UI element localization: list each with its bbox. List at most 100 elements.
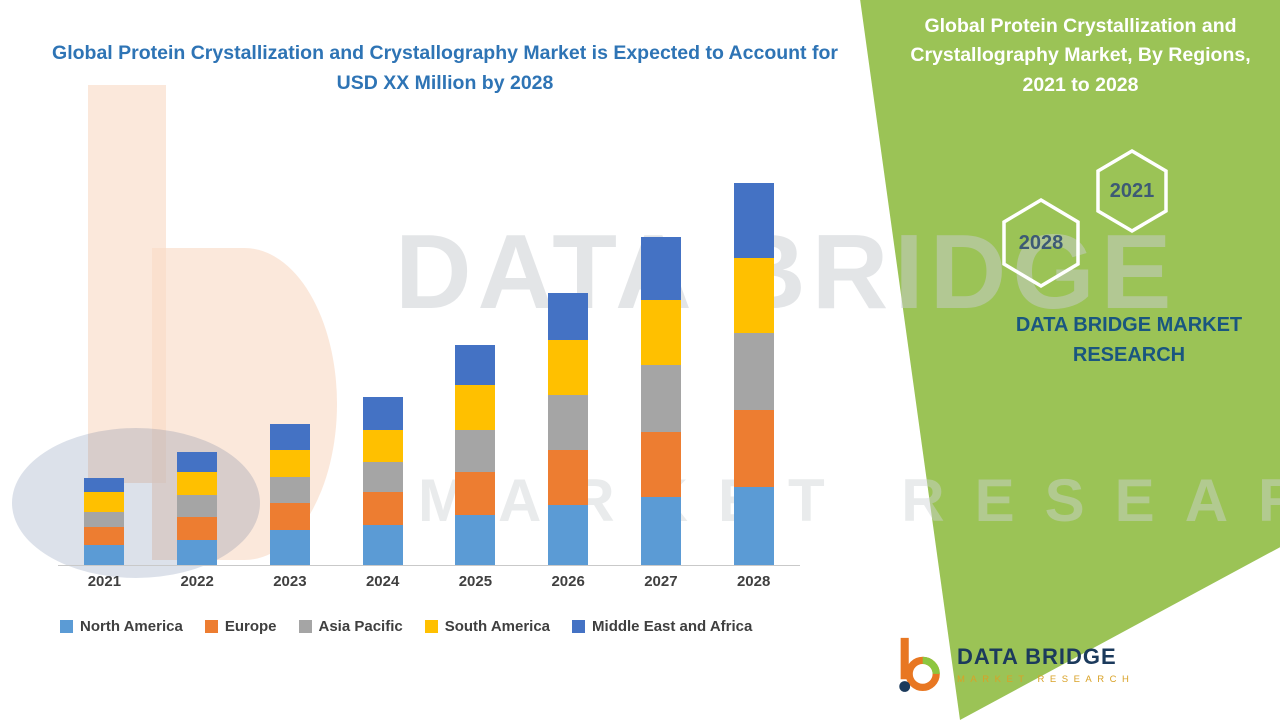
bar-segment-asia-pacific [548,395,589,450]
panel-title: Global Protein Crystallization and Cryst… [910,15,1251,96]
legend-item-asia-pacific: Asia Pacific [298,618,403,635]
bar-segment-middle-east-and-africa [269,424,310,450]
bar-segment-asia-pacific [362,462,403,492]
bar-segment-europe [269,503,310,530]
legend-swatch-icon [424,620,438,633]
bar-segment-europe [84,527,125,545]
bar-stack-2021 [84,478,125,565]
legend-swatch-icon [204,620,218,633]
bar-stack-2028 [733,183,774,565]
bar-segment-north-america [733,487,774,565]
bar-segment-europe [640,432,681,497]
chart-title: Global Protein Crystallization and Cryst… [52,42,838,95]
bar-column-2027 [615,237,708,565]
x-axis-label-2023: 2023 [273,573,307,590]
bar-stack-2024 [362,397,403,565]
bar-column-2025 [429,345,522,565]
bar-segment-north-america [362,525,403,565]
bar-segment-asia-pacific [455,430,496,472]
bar-segment-south-america [269,450,310,477]
legend-label: Middle East and Africa [592,618,753,635]
bar-segment-europe [455,472,496,515]
x-axis-label-2025: 2025 [458,573,493,590]
bar-segment-south-america [84,492,125,512]
logo-text-block: DATA BRIDGE MARKET RESEARCH [957,644,1134,685]
x-axis-label-2021: 2021 [87,573,122,590]
chart-legend: North America Europe Asia Pacific South Ame… [60,618,840,635]
bar-segment-middle-east-and-africa [733,183,774,258]
hexagon-badge-2028: 2028 [999,197,1083,289]
legend-swatch-icon [60,620,73,633]
legend-swatch-icon [298,620,312,633]
watermark-text-brand: DATA BRIDGE [395,213,1178,331]
brand-caption: DATA BRIDGE MARKET RESEARCH [1015,314,1243,366]
bar-segment-south-america [640,300,681,365]
hexagon-badge-2021: 2021 [1093,148,1171,234]
legend-swatch-icon [572,620,586,633]
bar-segment-asia-pacific [84,512,125,527]
logo-brand-text: DATA BRIDGE [957,643,1117,669]
bar-segment-south-america [733,258,774,333]
bar-stack-2025 [455,345,496,565]
bar-segment-north-america [548,505,589,565]
bar-segment-europe [362,492,403,525]
bar-column-2028 [707,183,800,565]
bar-segment-south-america [362,430,403,462]
legend-label: North America [80,618,183,635]
legend-item-europe: Europe [204,618,277,635]
bar-segment-europe [548,450,589,505]
bar-segment-europe [177,517,218,540]
bar-stack-2026 [548,293,589,565]
watermark-logo-swoosh [12,428,260,578]
bar-segment-asia-pacific [269,477,310,503]
bar-segment-north-america [269,530,310,565]
hexagon-year-2021: 2021 [1109,179,1155,202]
plot-area [58,168,800,566]
x-axis-labels: 2021 2022 2023 2024 2025 2026 2027 2028 [58,573,800,590]
legend-label: Asia Pacific [318,618,403,635]
hexagon-year-2028: 2028 [1018,231,1064,254]
hexagon-outline-icon [1096,148,1168,234]
bar-segment-middle-east-and-africa [455,345,496,385]
legend-item-north-america: North America [60,618,183,635]
bar-segment-middle-east-and-africa [640,237,681,300]
x-axis-label-2027: 2027 [644,573,678,590]
bar-column-2026 [522,293,615,565]
bar-column-2024 [336,397,429,565]
bar-segment-south-america [548,340,589,395]
stacked-bar-chart: 2021 2022 2023 2024 2025 2026 2027 2028 [58,168,800,590]
bar-segment-middle-east-and-africa [362,397,403,430]
bar-segment-asia-pacific [733,333,774,410]
x-axis-label-2028: 2028 [736,573,771,590]
legend-item-middle-east-and-africa: Middle East and Africa [572,618,752,635]
bar-segment-south-america [177,472,218,495]
bar-segment-asia-pacific [177,495,218,517]
bar-column-2021 [58,478,151,565]
bar-segment-europe [733,410,774,487]
bar-segment-middle-east-and-africa [177,452,218,472]
logo-tagline-text: MARKET RESEARCH [957,673,1135,685]
bar-column-2023 [244,424,337,565]
bar-segment-middle-east-and-africa [84,478,125,492]
bar-segment-asia-pacific [640,365,681,432]
data-bridge-logo-icon [899,637,940,692]
bar-column-2022 [151,452,244,565]
bar-segment-north-america [640,497,681,565]
hexagon-outline-icon [1002,197,1080,289]
bar-stack-2027 [640,237,681,565]
legend-item-south-america: South America [424,618,551,635]
bar-stack-2022 [177,452,218,565]
x-axis-label-2026: 2026 [551,573,585,590]
bar-segment-middle-east-and-africa [548,293,589,340]
legend-label: South America [444,618,551,635]
bar-stack-2023 [269,424,310,565]
company-logo: DATA BRIDGE MARKET RESEARCH [893,634,1134,694]
bar-segment-south-america [455,385,496,430]
legend-label: Europe [224,618,277,635]
x-axis-label-2022: 2022 [180,573,214,590]
bar-segment-north-america [455,515,496,565]
x-axis-label-2024: 2024 [365,573,400,590]
bar-segment-north-america [177,540,218,565]
bar-segment-north-america [84,545,125,565]
